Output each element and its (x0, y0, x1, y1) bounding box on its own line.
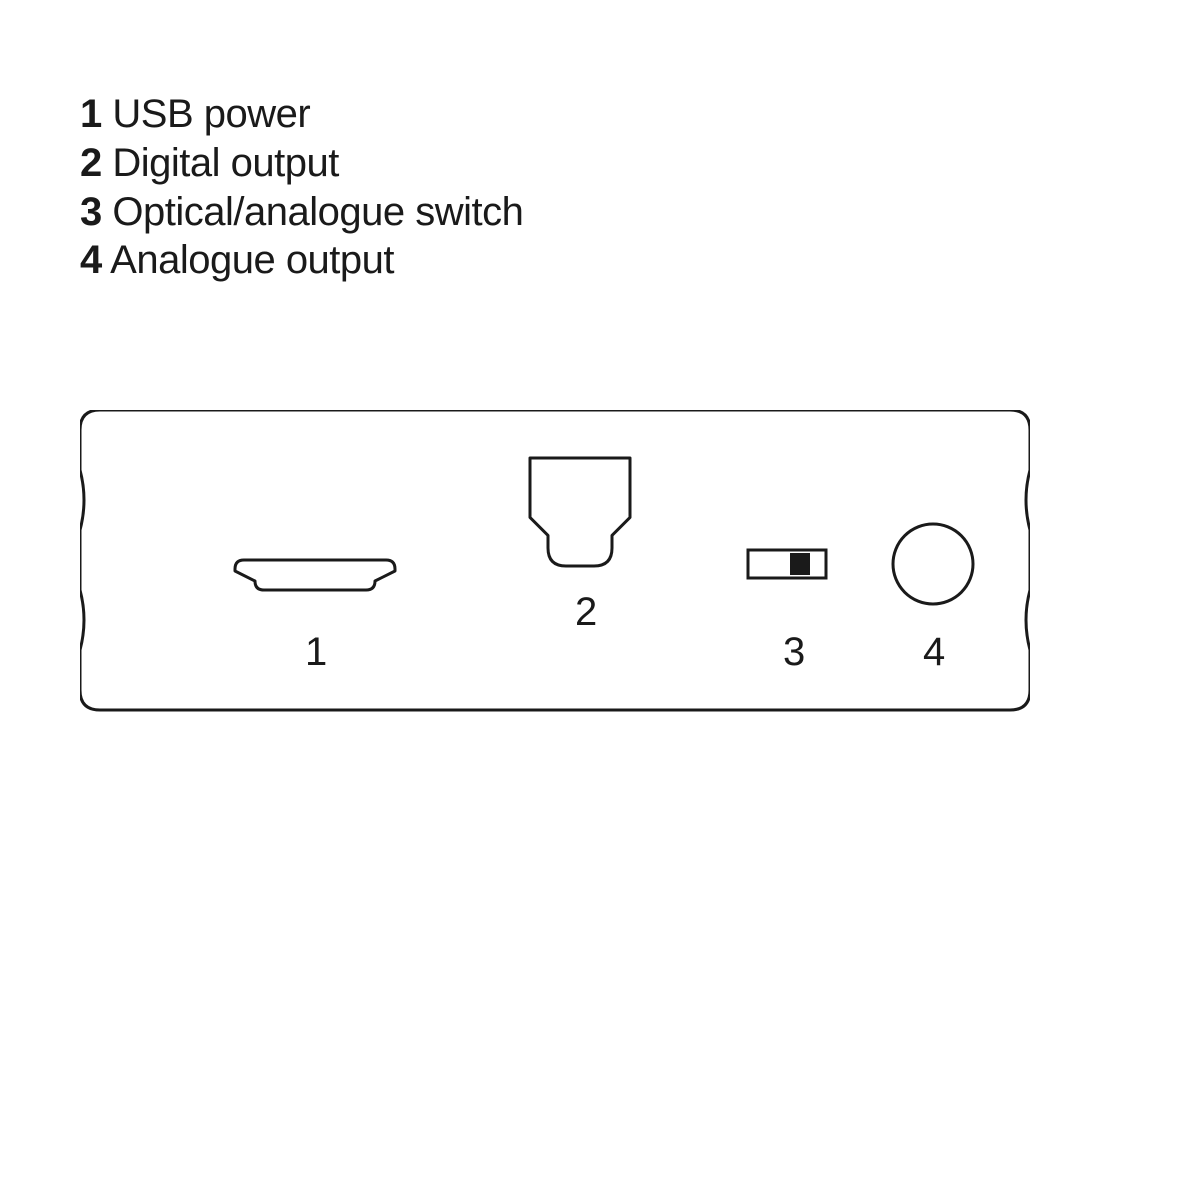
legend-row: 1 USB power (80, 90, 523, 139)
legend-text: USB power (112, 92, 310, 136)
legend-text: Analogue output (110, 238, 394, 282)
device-svg (80, 410, 1030, 720)
port-label-3: 3 (783, 630, 805, 675)
legend-row: 3 Optical/analogue switch (80, 188, 523, 237)
legend-num: 4 (80, 238, 102, 282)
legend-row: 2 Digital output (80, 139, 523, 188)
port-label-2: 2 (575, 590, 597, 635)
device-diagram: 1 2 3 4 (80, 410, 1030, 720)
legend: 1 USB power 2 Digital output 3 Optical/a… (80, 90, 523, 285)
legend-text: Optical/analogue switch (112, 190, 523, 234)
legend-num: 2 (80, 141, 102, 185)
legend-num: 3 (80, 190, 102, 234)
legend-num: 1 (80, 92, 102, 136)
port-label-1: 1 (305, 630, 327, 675)
legend-text: Digital output (112, 141, 338, 185)
port-label-4: 4 (923, 630, 945, 675)
legend-row: 4 Analogue output (80, 236, 523, 285)
